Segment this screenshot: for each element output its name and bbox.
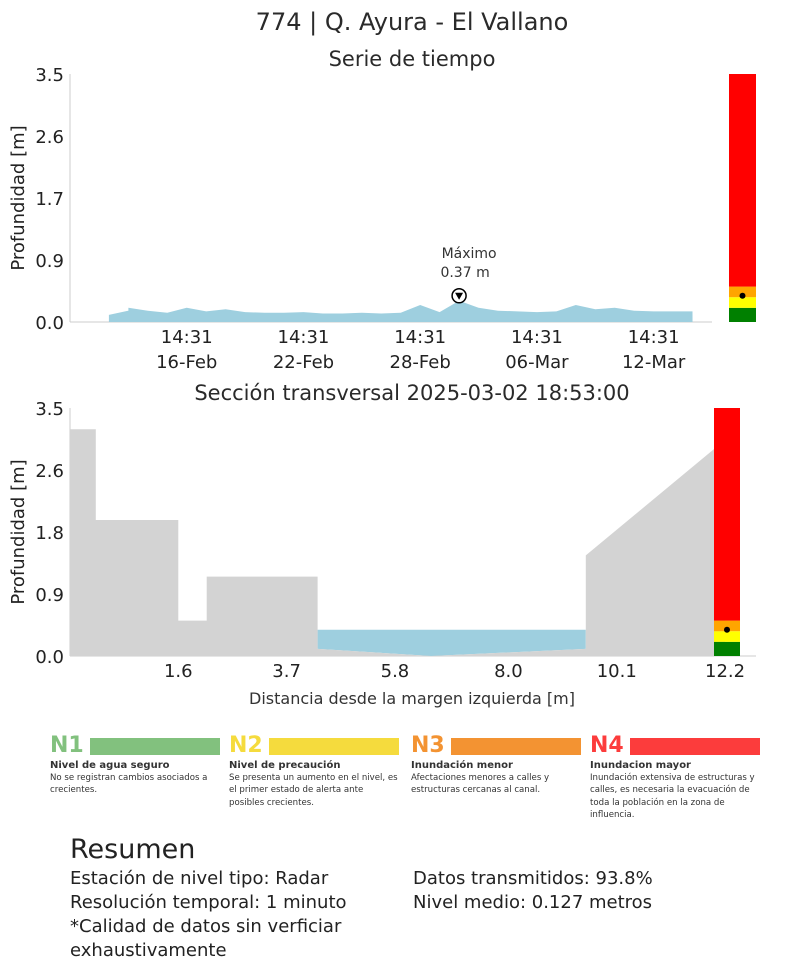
y-tick-label: 1.7 [35, 189, 64, 210]
level-bar-band-1 [729, 307, 756, 322]
x-tick-label: 12-Mar [622, 352, 686, 373]
level-bar-band-1 [714, 641, 740, 656]
x-tick-label: 8.0 [494, 661, 523, 682]
chart-title: Sección transversal 2025-03-02 18:53:00 [194, 381, 629, 405]
water-section [317, 629, 586, 656]
legend-n2-bar [269, 737, 399, 755]
y-tick-label: 2.6 [35, 461, 64, 482]
level-bar-band-2 [729, 297, 756, 308]
legend-n2-desc: Se presenta un aumento en el nivel, es e… [229, 773, 398, 808]
legend-n4: N4 Inundacion mayor Inundación extensiva… [590, 733, 760, 822]
x-tick-label: 14:31 [511, 327, 563, 348]
level-bar-band-3 [729, 286, 756, 298]
x-tick-label: 06-Mar [505, 352, 569, 373]
level-bar-marker [724, 626, 730, 633]
legend-n4-bar [630, 737, 760, 755]
legend-n2-name: Nivel de precaución [229, 760, 341, 771]
summary-panel: Resumen Estación de nivel tipo: Radar Re… [70, 833, 790, 963]
y-tick-label: 3.5 [35, 65, 64, 86]
page-title: 774 | Q. Ayura - El Vallano [256, 8, 569, 36]
summary-resolution: Resolución temporal: 1 minuto [70, 892, 347, 913]
level-bar-marker [739, 292, 746, 299]
legend-n1-name: Nivel de agua seguro [50, 760, 170, 771]
level-bar-band-2 [714, 631, 740, 642]
legend-n3-desc: Afectaciones menores a calles y estructu… [411, 773, 550, 796]
legend-n4-name: Inundacion mayor [590, 760, 691, 771]
x-tick-label: 14:31 [161, 327, 213, 348]
legend-n1-code: N1 [50, 733, 84, 758]
time-series-chart: Serie de tiempo 0.0 0.9 1.7 2.6 3.5 Profundida… [8, 47, 756, 373]
y-tick-label: 0.0 [35, 647, 64, 668]
legend-n3-code: N3 [411, 733, 445, 758]
annotation-value: 0.37 m [440, 265, 489, 281]
level-bar-band-4 [729, 74, 756, 287]
x-tick-label: 10.1 [597, 661, 637, 682]
terrain-profile [70, 429, 726, 656]
chart-title: Serie de tiempo [329, 47, 496, 71]
x-tick-label: 14:31 [394, 327, 446, 348]
y-axis-label: Profundidad [m] [8, 459, 29, 604]
x-tick-label: 16-Feb [156, 352, 217, 373]
legend-n3: N3 Inundación menor Afectaciones menores… [411, 733, 581, 797]
legend-n1: N1 Nivel de agua seguro No se registran … [50, 733, 220, 797]
level-bar-band-3 [714, 620, 740, 632]
x-tick-label: 1.6 [164, 661, 193, 682]
y-tick-label: 1.8 [35, 523, 64, 544]
summary-station-type: Estación de nivel tipo: Radar [70, 868, 329, 889]
y-tick-label: 3.5 [35, 399, 64, 420]
series-area-depth [108, 300, 693, 322]
x-axis-label: Distancia desde la margen izquierda [m] [249, 689, 575, 708]
y-tick-label: 2.6 [35, 127, 64, 148]
summary-title: Resumen [70, 834, 196, 865]
annotation-label: Máximo [442, 246, 497, 262]
y-tick-label: 0.9 [35, 251, 64, 272]
summary-transmitted: Datos transmitidos: 93.8% [413, 868, 653, 889]
legend-n3-name: Inundación menor [411, 760, 513, 771]
level-bar-band-4 [714, 408, 740, 621]
max-marker-arrow [455, 292, 464, 300]
y-axis-label: Profundidad [m] [8, 125, 29, 270]
legend-n1-desc: No se registran cambios asociados a crec… [50, 773, 208, 796]
x-tick-label: 14:31 [628, 327, 680, 348]
x-tick-label: 14:31 [278, 327, 330, 348]
legend-n3-bar [451, 737, 581, 755]
summary-quality-note: *Calidad de datos sin verficiar exhausti… [70, 916, 342, 961]
summary-mean-level: Nivel medio: 0.127 metros [413, 892, 653, 913]
y-tick-label: 0.9 [35, 585, 64, 606]
x-tick-label: 5.8 [381, 661, 410, 682]
x-tick-label: 12.2 [705, 661, 745, 682]
charts-canvas: 774 | Q. Ayura - El Vallano Serie de tie… [8, 8, 756, 708]
legend-n2: N2 Nivel de precaución Se presenta un au… [229, 733, 399, 809]
cross-section-chart: Sección transversal 2025-03-02 18:53:00 0… [8, 381, 756, 708]
x-tick-label: 22-Feb [273, 352, 334, 373]
legend-n2-code: N2 [229, 733, 263, 758]
legend-n1-bar [90, 737, 220, 755]
legend-n4-code: N4 [590, 733, 624, 758]
y-tick-label: 0.0 [35, 313, 64, 334]
legend-n4-desc: Inundación extensiva de estructuras y ca… [590, 773, 755, 821]
x-tick-label: 3.7 [272, 661, 301, 682]
x-tick-label: 28-Feb [390, 352, 451, 373]
